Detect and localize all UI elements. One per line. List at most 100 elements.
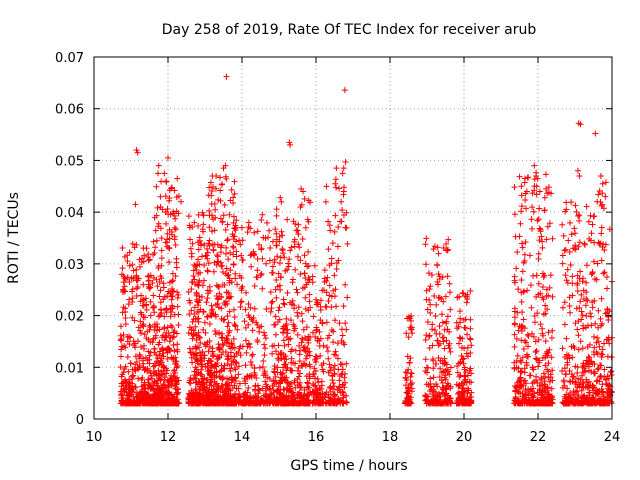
data-point (253, 374, 260, 381)
data-point (287, 317, 294, 324)
data-point (273, 277, 280, 284)
data-point (206, 357, 213, 364)
data-point (459, 289, 466, 296)
data-point (263, 260, 270, 267)
data-point (424, 319, 431, 326)
data-point (575, 243, 582, 250)
data-point (212, 301, 219, 308)
data-point (316, 328, 323, 335)
data-point (292, 360, 299, 367)
data-point (574, 370, 581, 377)
data-point (132, 201, 139, 208)
data-point (319, 287, 326, 294)
data-point (515, 388, 522, 395)
data-point (218, 382, 225, 389)
data-point (455, 389, 462, 396)
data-point (248, 362, 255, 369)
data-point (228, 186, 235, 193)
data-point (601, 269, 608, 276)
data-point (587, 313, 594, 320)
data-point (168, 185, 175, 192)
data-point (274, 364, 281, 371)
data-point (156, 293, 163, 300)
data-point (582, 398, 589, 405)
data-point (121, 388, 128, 395)
data-point (169, 285, 176, 292)
data-point (275, 356, 282, 363)
data-point (342, 281, 349, 288)
data-point (443, 390, 450, 397)
data-point (139, 296, 146, 303)
data-point (511, 211, 518, 218)
data-point (513, 384, 520, 391)
data-point (594, 260, 601, 267)
data-point (428, 272, 435, 279)
data-point (594, 334, 601, 341)
data-point (226, 308, 233, 315)
data-point (289, 399, 296, 406)
data-point (227, 249, 234, 256)
data-point (332, 176, 339, 183)
data-point (440, 400, 447, 407)
data-point (266, 227, 273, 234)
data-point (161, 400, 168, 407)
data-point (434, 244, 441, 251)
data-point (423, 381, 430, 388)
data-point (525, 333, 532, 340)
data-point (206, 393, 213, 400)
data-point (172, 400, 179, 407)
data-point (583, 357, 590, 364)
data-point (595, 338, 602, 345)
data-point (342, 320, 349, 327)
data-point (295, 231, 302, 238)
data-point (276, 389, 283, 396)
data-point (295, 364, 302, 371)
data-point (259, 364, 266, 371)
data-point (138, 388, 145, 395)
data-point (287, 367, 294, 374)
data-point (269, 350, 276, 357)
data-point (430, 246, 437, 253)
data-point (569, 280, 576, 287)
data-point (447, 348, 454, 355)
data-point (332, 212, 339, 219)
data-point (514, 352, 521, 359)
x-tick-label: 24 (604, 430, 621, 445)
data-point (444, 246, 451, 253)
data-point (161, 170, 168, 177)
data-point (280, 337, 287, 344)
data-point (268, 305, 275, 312)
data-point (598, 373, 605, 380)
data-point (334, 243, 341, 250)
data-point (166, 197, 173, 204)
data-point (511, 321, 518, 328)
data-point (203, 252, 210, 259)
data-point (174, 303, 181, 310)
data-point (563, 206, 570, 213)
data-point (559, 260, 566, 267)
data-point (262, 378, 269, 385)
data-point (603, 336, 610, 343)
data-point (204, 245, 211, 252)
data-point (539, 238, 546, 245)
data-point (560, 232, 567, 239)
data-point (463, 350, 470, 357)
data-point (589, 270, 596, 277)
data-point (523, 188, 530, 195)
data-point (456, 340, 463, 347)
data-point (535, 336, 542, 343)
data-point (468, 370, 475, 377)
data-point (196, 378, 203, 385)
data-point (539, 382, 546, 389)
data-point (600, 388, 607, 395)
data-point (195, 270, 202, 277)
data-point (189, 318, 196, 325)
data-point (330, 287, 337, 294)
data-point (564, 266, 571, 273)
data-point (141, 379, 148, 386)
data-point (595, 307, 602, 314)
data-point (199, 358, 206, 365)
data-point (311, 262, 318, 269)
data-point (443, 318, 450, 325)
data-point (212, 331, 219, 338)
